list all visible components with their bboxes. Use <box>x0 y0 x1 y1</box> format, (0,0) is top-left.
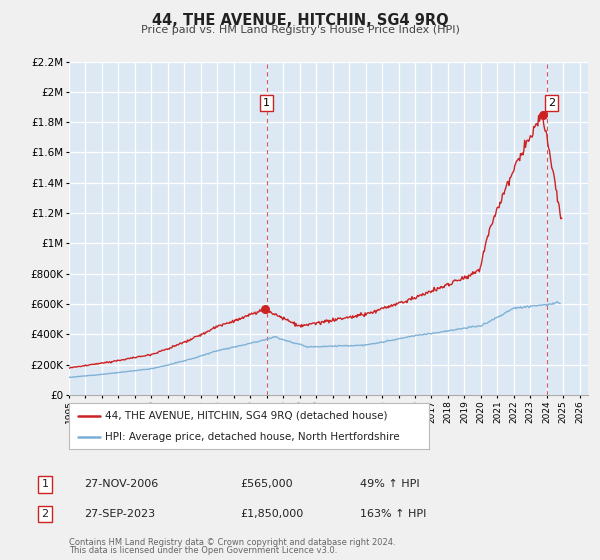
Text: 2: 2 <box>41 509 49 519</box>
Text: 44, THE AVENUE, HITCHIN, SG4 9RQ (detached house): 44, THE AVENUE, HITCHIN, SG4 9RQ (detach… <box>105 410 388 421</box>
Text: 27-SEP-2023: 27-SEP-2023 <box>84 509 155 519</box>
Text: Contains HM Land Registry data © Crown copyright and database right 2024.: Contains HM Land Registry data © Crown c… <box>69 538 395 547</box>
Point <box>260 305 270 314</box>
Text: HPI: Average price, detached house, North Hertfordshire: HPI: Average price, detached house, Nort… <box>105 432 400 442</box>
Text: 163% ↑ HPI: 163% ↑ HPI <box>360 509 427 519</box>
Text: £565,000: £565,000 <box>240 479 293 489</box>
Text: 27-NOV-2006: 27-NOV-2006 <box>84 479 158 489</box>
Text: 1: 1 <box>263 98 270 108</box>
Point <box>538 110 547 119</box>
Text: 44, THE AVENUE, HITCHIN, SG4 9RQ: 44, THE AVENUE, HITCHIN, SG4 9RQ <box>152 13 448 28</box>
Text: This data is licensed under the Open Government Licence v3.0.: This data is licensed under the Open Gov… <box>69 546 337 555</box>
Text: 1: 1 <box>41 479 49 489</box>
Text: Price paid vs. HM Land Registry's House Price Index (HPI): Price paid vs. HM Land Registry's House … <box>140 25 460 35</box>
Text: 49% ↑ HPI: 49% ↑ HPI <box>360 479 419 489</box>
Text: 2: 2 <box>548 98 555 108</box>
Text: £1,850,000: £1,850,000 <box>240 509 303 519</box>
